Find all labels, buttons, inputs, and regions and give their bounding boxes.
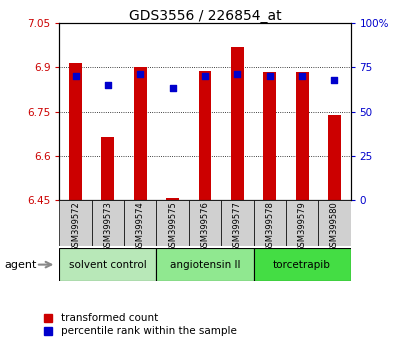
Bar [263,72,276,200]
Bar [317,200,350,246]
Text: GSM399572: GSM399572 [71,201,80,252]
Text: GSM399580: GSM399580 [329,201,338,252]
Text: GSM399574: GSM399574 [135,201,144,252]
Text: GSM399579: GSM399579 [297,201,306,252]
Point [201,73,208,79]
Bar [92,200,124,246]
Bar [156,248,253,281]
Bar [101,137,114,200]
Bar [166,198,179,200]
Point [298,73,305,79]
Text: GSM399577: GSM399577 [232,201,241,252]
Bar [189,200,220,246]
Bar [198,71,211,200]
Bar [327,115,340,200]
Bar [69,63,82,200]
Bar [295,72,308,200]
Bar [59,248,156,281]
Bar [285,200,317,246]
Bar [253,200,285,246]
Bar [253,248,350,281]
Legend: transformed count, percentile rank within the sample: transformed count, percentile rank withi… [44,313,236,336]
Text: GSM399578: GSM399578 [265,201,274,252]
Bar [59,200,92,246]
Text: GSM399576: GSM399576 [200,201,209,252]
Bar [230,47,243,200]
Point [234,72,240,77]
Bar [124,200,156,246]
Point [104,82,111,88]
Text: angiotensin II: angiotensin II [169,259,240,270]
Text: agent: agent [4,259,36,270]
Point [169,86,175,91]
Bar [156,200,189,246]
Point [72,73,79,79]
Bar [133,67,146,200]
Text: GDS3556 / 226854_at: GDS3556 / 226854_at [128,9,281,23]
Point [266,73,272,79]
Text: solvent control: solvent control [69,259,146,270]
Bar [220,200,253,246]
Point [137,72,143,77]
Point [330,77,337,82]
Text: torcetrapib: torcetrapib [272,259,330,270]
Text: GSM399573: GSM399573 [103,201,112,252]
Text: GSM399575: GSM399575 [168,201,177,252]
